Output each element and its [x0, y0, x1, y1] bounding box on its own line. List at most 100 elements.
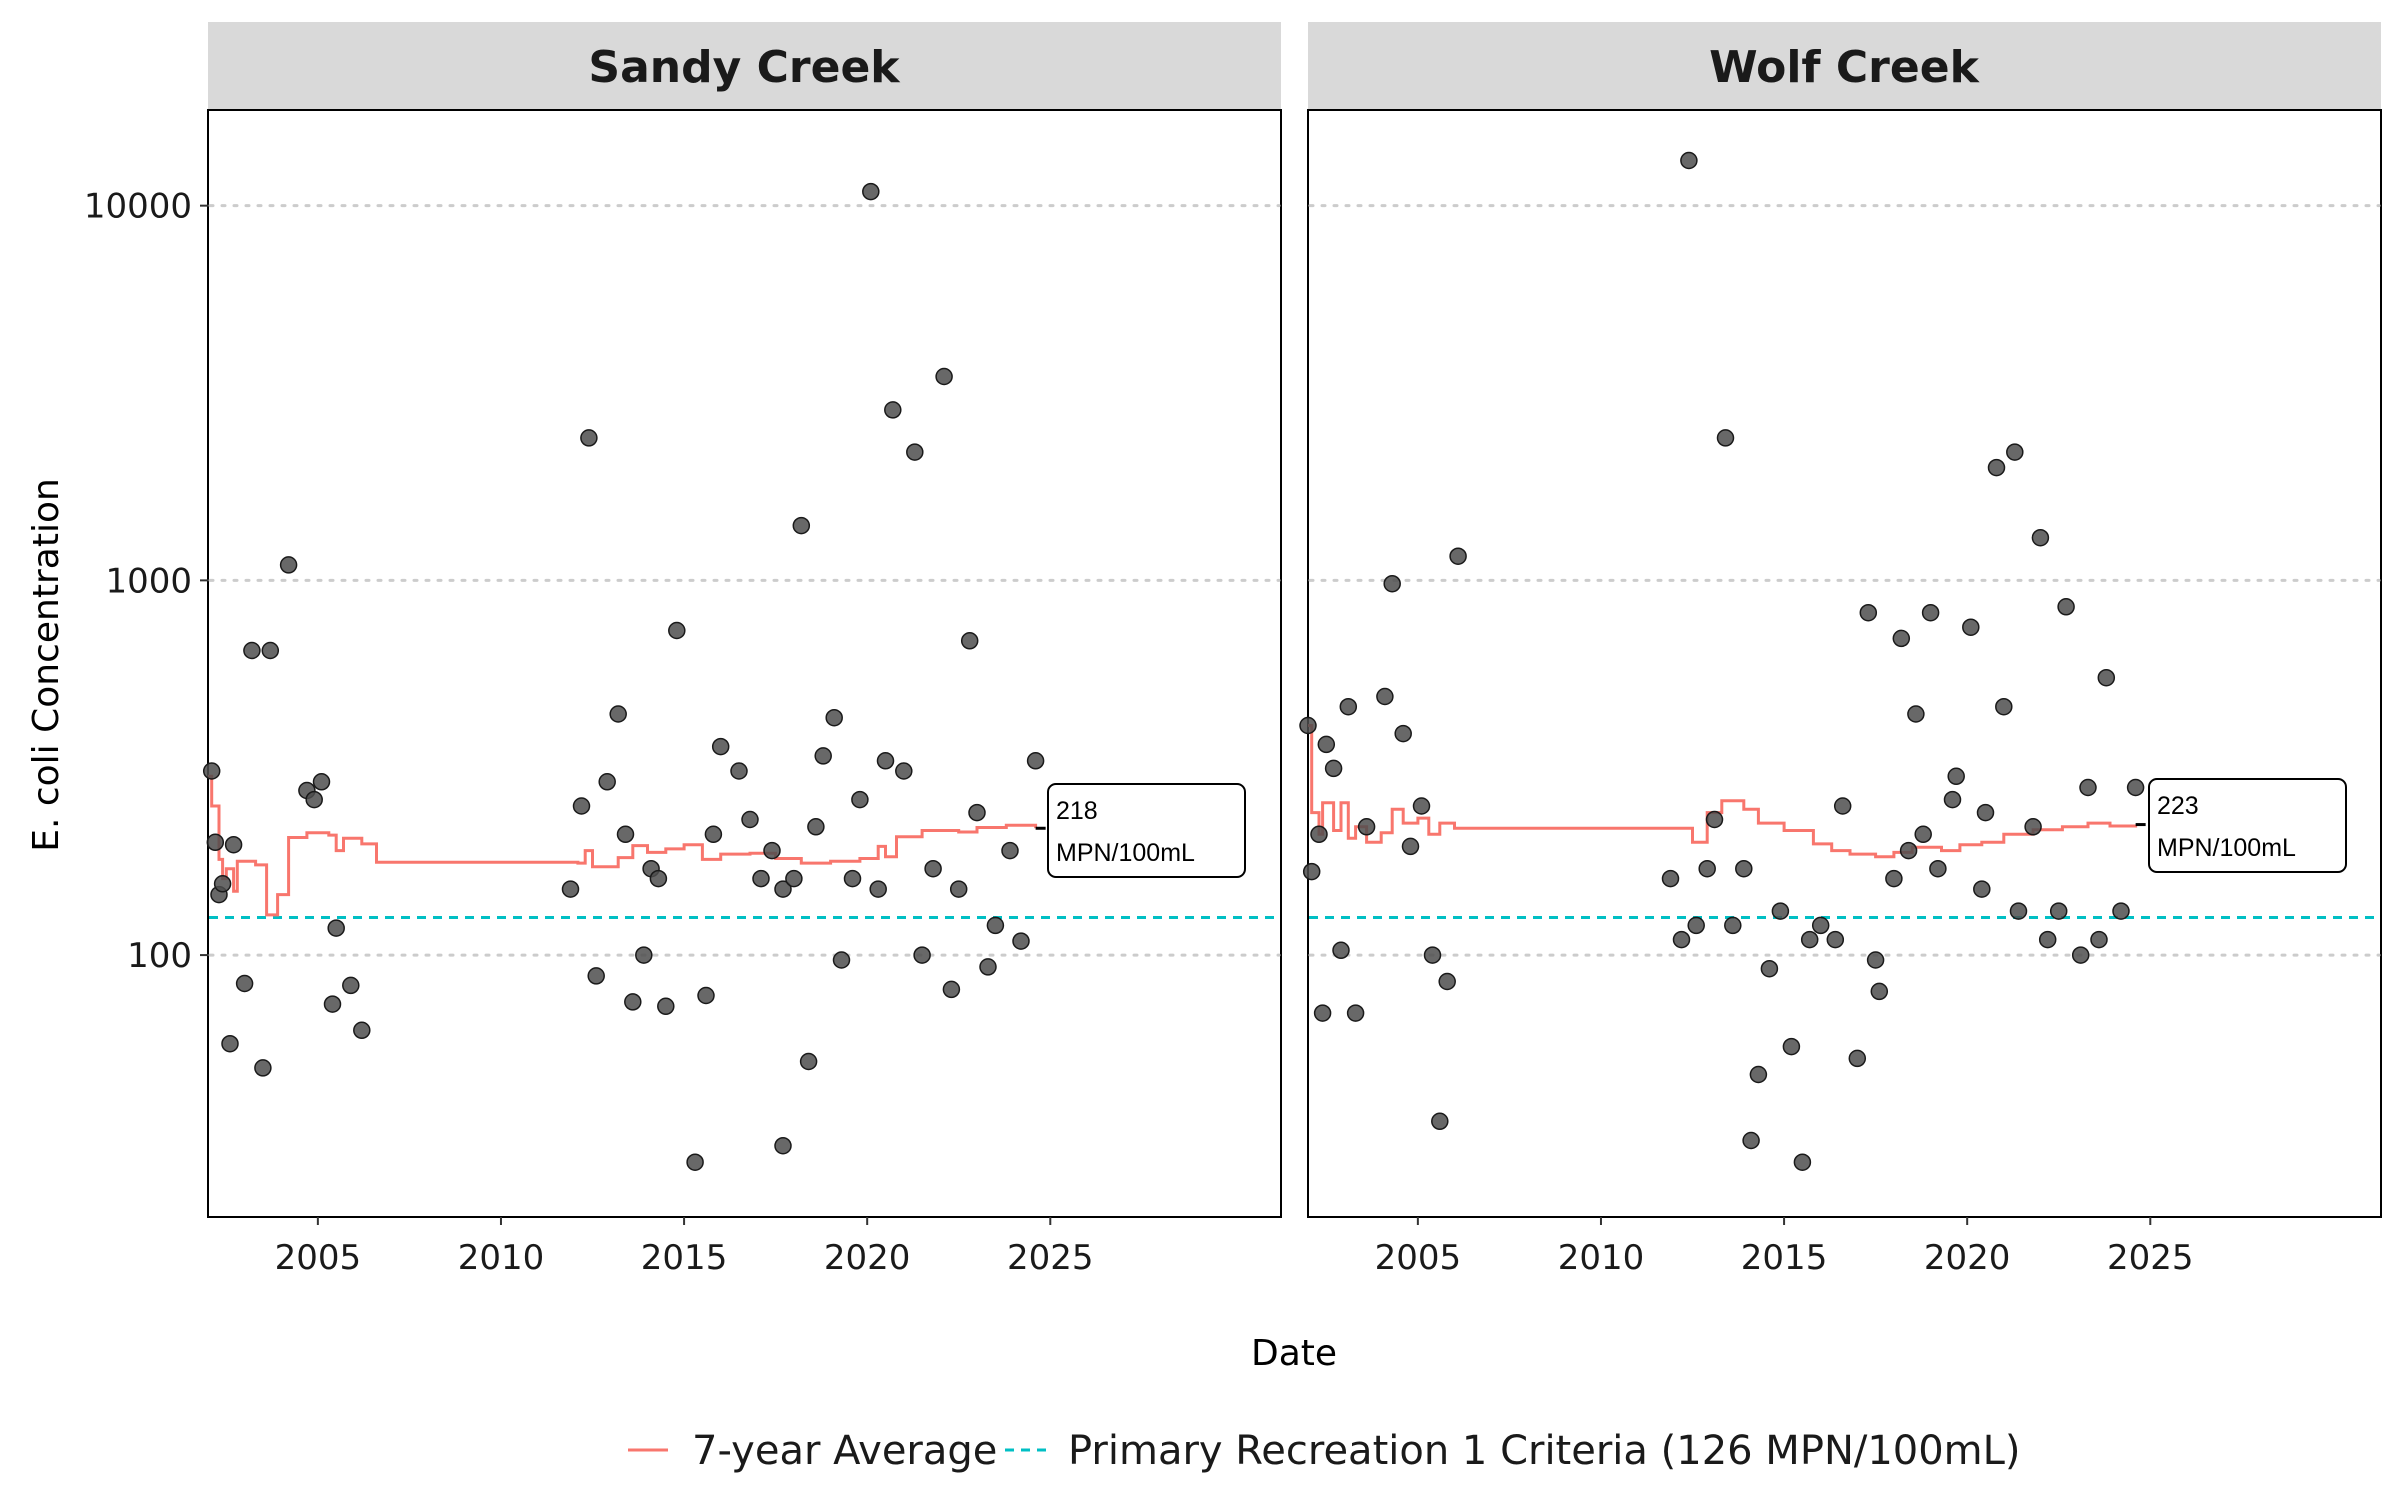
x-tick-label: 2015	[641, 1238, 728, 1278]
sample-point	[261, 641, 280, 660]
sample-point	[1885, 869, 1903, 888]
x-tick-label: 2010	[458, 1238, 545, 1278]
sample-point	[2009, 902, 2028, 920]
sample-point	[1735, 859, 1753, 878]
sample-point	[1449, 547, 1467, 565]
sample-point	[741, 810, 759, 829]
sample-point	[202, 762, 221, 780]
sample-point	[235, 974, 254, 993]
sample-point	[792, 516, 811, 535]
sample-point	[1376, 687, 1394, 706]
sample-point	[2112, 902, 2130, 920]
x-tick-label: 2005	[275, 1238, 362, 1278]
average-line	[208, 774, 1038, 917]
y-tick-label: 100	[127, 936, 192, 976]
sample-point	[814, 747, 832, 765]
sample-point	[312, 773, 331, 791]
sample-point	[2126, 778, 2145, 797]
sample-point	[1749, 1065, 1768, 1084]
sample-point	[1332, 941, 1350, 960]
sample-point	[1412, 797, 1431, 815]
sample-point	[598, 773, 616, 791]
strip-background	[1308, 22, 2381, 110]
y-tick-label: 10000	[84, 187, 192, 227]
sample-point	[1962, 618, 1980, 636]
average-line	[1308, 724, 2138, 859]
value-label-unit: MPN/100mL	[1056, 839, 1195, 867]
sample-point	[1302, 862, 1321, 881]
lines	[1308, 724, 2380, 919]
sample-point	[243, 641, 261, 660]
sample-point	[2031, 528, 2050, 547]
sample-point	[843, 869, 862, 888]
sample-point	[609, 705, 627, 723]
sample-point	[353, 1021, 371, 1040]
sample-point	[832, 951, 851, 969]
sample-point	[711, 737, 730, 756]
sample-point	[1317, 735, 1336, 754]
panel-wolf-creek: Wolf Creek 2005 2010 2015 2020 2025 223 MPN/…	[1299, 22, 2382, 1278]
sample-point	[649, 869, 668, 888]
sample-point	[1423, 946, 1442, 964]
x-axis: 2005 2010 2015 2020 2025	[275, 1217, 1094, 1278]
sample-point	[635, 946, 653, 964]
sample-point	[213, 875, 232, 893]
y-axis-title: E. coli Concentration	[26, 478, 67, 852]
sample-point	[1346, 1004, 1365, 1022]
sample-point	[2071, 946, 2090, 964]
x-tick-label: 2025	[1007, 1238, 1094, 1278]
sample-point	[935, 367, 953, 386]
value-label-number: 223	[2157, 792, 2199, 820]
sample-point	[979, 958, 997, 976]
strip-background	[208, 22, 1281, 110]
sample-point	[986, 916, 1005, 935]
sample-point	[1680, 151, 1698, 170]
sample-point	[1914, 825, 1932, 844]
sample-point	[1438, 972, 1456, 991]
data-points	[1299, 151, 2145, 1171]
sample-point	[254, 1059, 272, 1077]
x-axis-title: Date	[1251, 1333, 1337, 1374]
sample-point	[1698, 859, 1716, 878]
sample-point	[862, 182, 880, 201]
sample-point	[968, 803, 986, 822]
sample-point	[2024, 818, 2042, 836]
sample-point	[924, 859, 942, 878]
sample-point	[1929, 859, 1947, 878]
sample-point	[704, 825, 723, 844]
sample-point	[869, 880, 887, 898]
sample-point	[624, 993, 642, 1011]
sample-point	[774, 1136, 792, 1155]
sample-point	[1716, 429, 1735, 447]
sample-point	[342, 976, 360, 995]
sample-point	[587, 967, 605, 985]
sample-point	[697, 986, 715, 1005]
sample-point	[906, 443, 924, 461]
sample-point	[206, 833, 225, 852]
sample-point	[1947, 767, 1965, 786]
sample-point	[224, 835, 243, 854]
sample-point	[1811, 916, 1830, 935]
sample-point	[825, 708, 843, 727]
sample-point	[1313, 1004, 1332, 1022]
lines	[208, 774, 1280, 919]
sample-point	[1987, 458, 2006, 477]
sample-point	[942, 980, 961, 999]
sample-point	[1826, 930, 1845, 949]
sample-point	[774, 880, 792, 898]
plot-area	[1307, 109, 2382, 1218]
sample-point	[1672, 930, 1691, 949]
sample-point	[949, 880, 968, 898]
sample-point	[807, 818, 825, 836]
sample-point	[1299, 716, 1317, 735]
sample-point	[616, 825, 635, 844]
sample-point	[2057, 598, 2075, 616]
sample-point	[1357, 818, 1376, 836]
sample-point	[1976, 803, 1995, 822]
sample-point	[1892, 629, 1911, 648]
sample-point	[1899, 841, 1918, 860]
sample-point	[686, 1153, 704, 1171]
sample-point	[752, 869, 770, 888]
sample-point	[323, 995, 342, 1013]
